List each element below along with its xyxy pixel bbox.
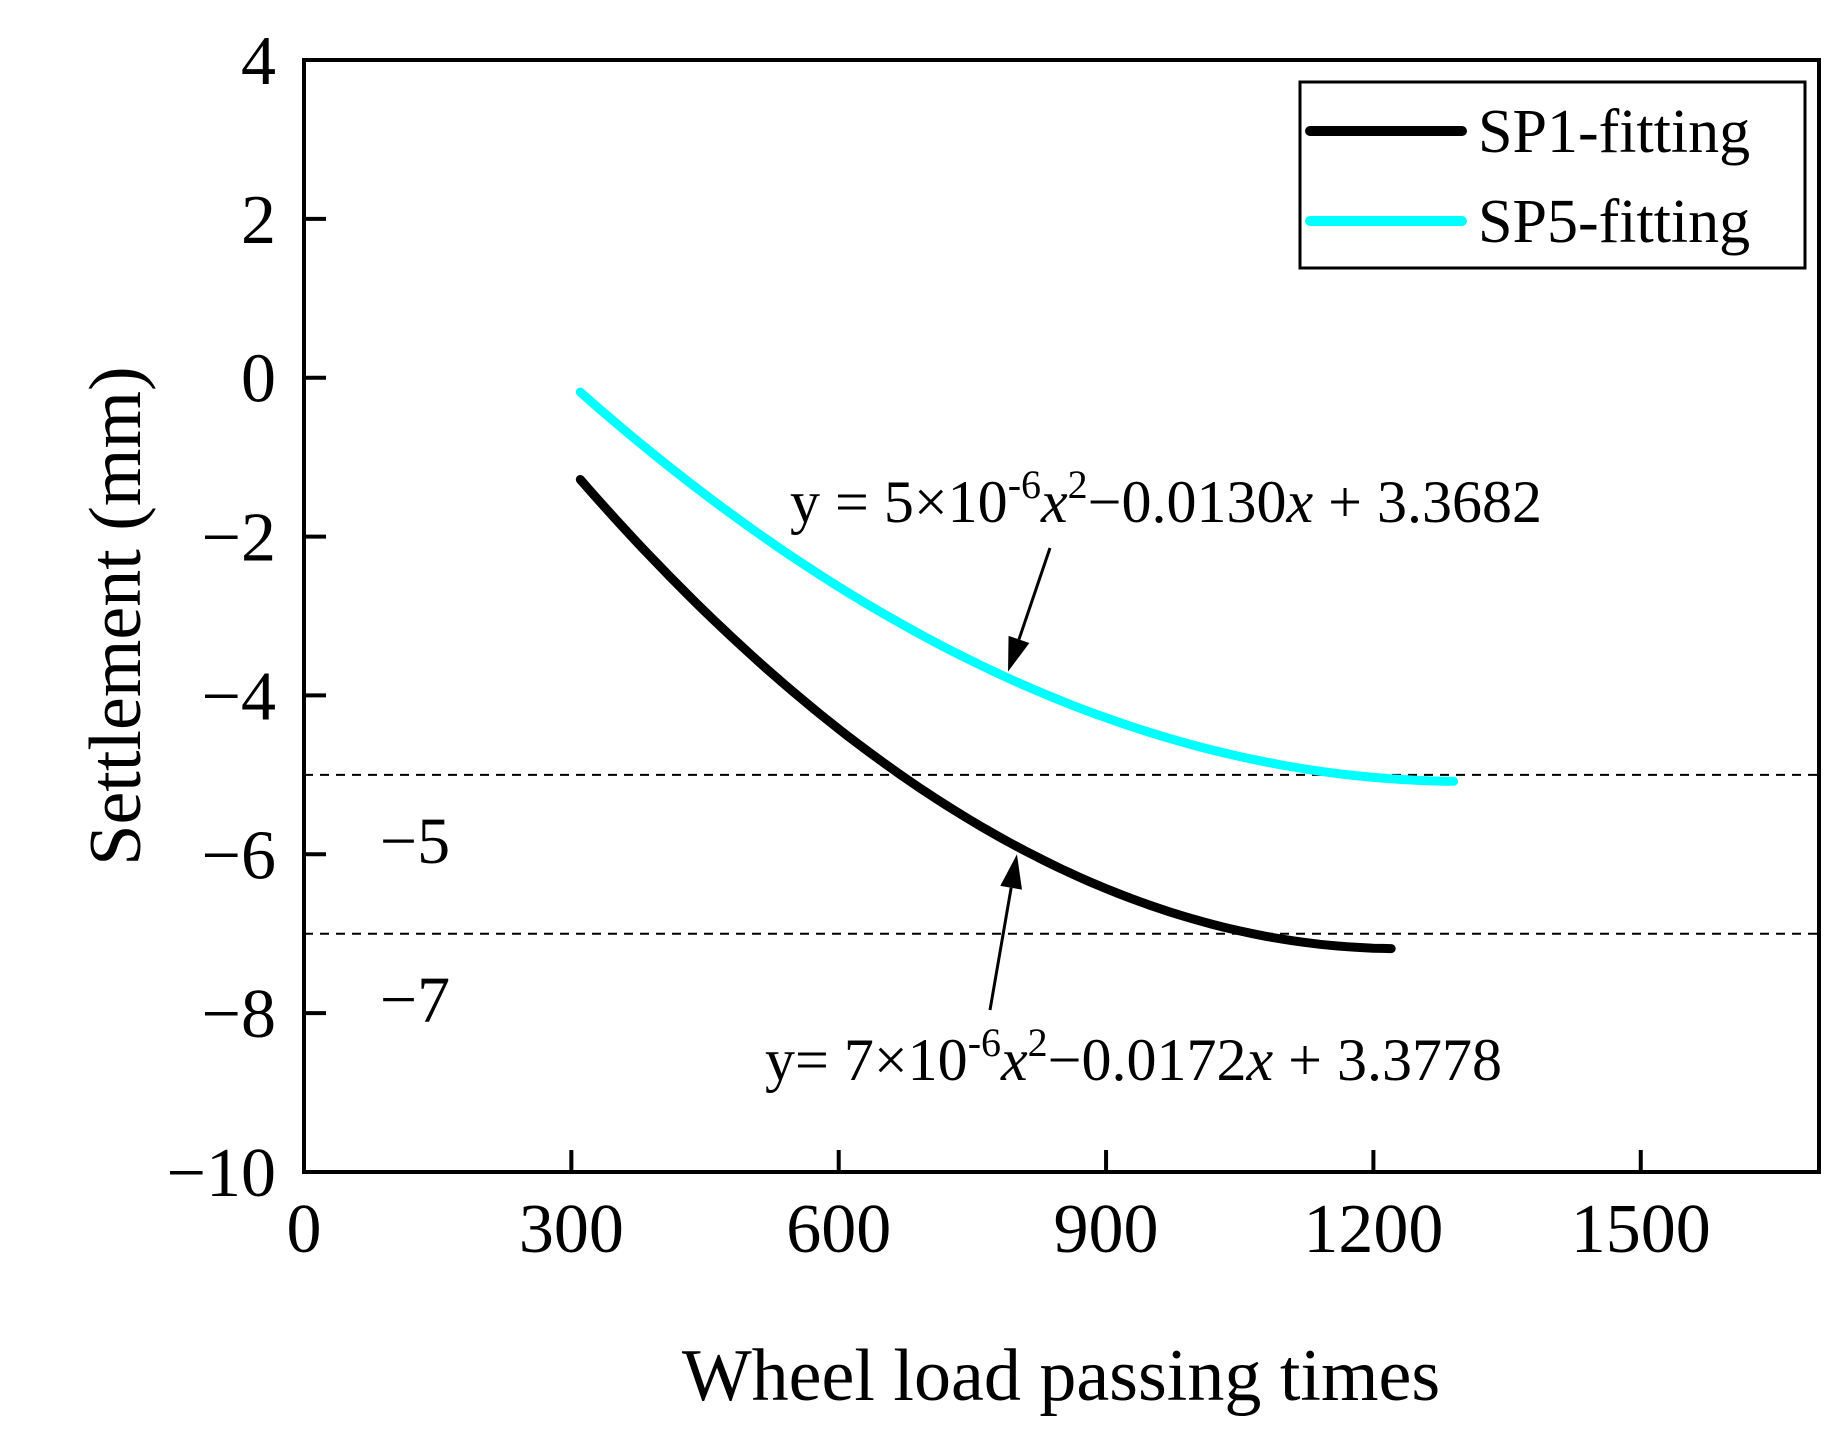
x-tick-label: 600	[786, 1191, 891, 1268]
equation-part: x	[1040, 469, 1068, 535]
equation-part: y= 7×10	[765, 1027, 968, 1093]
reference-lines: −5 −7	[304, 773, 1819, 1037]
y-tick-label: 4	[241, 23, 276, 100]
plot-frame	[302, 58, 1821, 1174]
x-tick-label: 300	[519, 1191, 624, 1268]
equation-part: x	[1000, 1027, 1028, 1093]
equation-part: y = 5×10	[790, 469, 1008, 535]
series-line-sp1-fitting	[575, 475, 1396, 954]
reference-line-label: −5	[380, 805, 450, 878]
annotation-arrow-shaft	[988, 887, 1013, 1011]
y-tick-label: 2	[241, 182, 276, 259]
y-tick-label: −4	[202, 658, 276, 735]
equation-part: −0.0172	[1048, 1027, 1247, 1093]
equation-part: 2	[1028, 1020, 1048, 1065]
x-axis-title: Wheel load passing times	[682, 1335, 1440, 1417]
y-tick-label: −6	[202, 817, 276, 894]
equation-part: -6	[1008, 462, 1041, 507]
y-tick-label: 0	[241, 341, 276, 418]
legend-label: SP5-fitting	[1478, 188, 1750, 256]
annotation-arrow-shaft	[1017, 547, 1052, 640]
x-tick-label: 1200	[1303, 1191, 1443, 1268]
legend-box	[1298, 80, 1807, 270]
equation-part: x	[1286, 469, 1314, 535]
x-axis-ticks: 0 300 600 900 1200 1500	[287, 1150, 1711, 1268]
y-tick-label: −8	[202, 976, 276, 1053]
y-tick-label: −2	[202, 500, 276, 577]
series-layer	[575, 387, 1459, 954]
series-line-sp5-fitting	[575, 387, 1459, 786]
equation-part: -6	[968, 1020, 1001, 1065]
equation-part: + 3.3682	[1313, 469, 1542, 535]
equation-label-sp5-fitting: y = 5×10-6x2−0.0130x + 3.3682	[790, 462, 1542, 535]
equation-part: 2	[1068, 462, 1088, 507]
annotation-arrow-head	[1008, 635, 1030, 672]
equation-part: x	[1246, 1027, 1274, 1093]
y-axis-title: Settlement (mm)	[75, 366, 157, 865]
equation-part: + 3.3778	[1273, 1027, 1502, 1093]
annotation-arrow-head	[1000, 854, 1022, 890]
x-tick-label: 0	[287, 1191, 322, 1268]
equation-part: −0.0130	[1088, 469, 1287, 535]
equation-label-sp1-fitting: y= 7×10-6x2−0.0172x + 3.3778	[765, 1020, 1502, 1093]
x-tick-label: 1500	[1571, 1191, 1711, 1268]
x-tick-label: 900	[1054, 1191, 1159, 1268]
legend: SP1-fitting SP5-fitting	[1298, 80, 1807, 270]
reference-line-label: −7	[380, 964, 450, 1037]
y-axis-ticks: 4 2 0 −2 −4 −6 −8 −10	[167, 23, 326, 1212]
legend-label: SP1-fitting	[1478, 98, 1750, 166]
y-tick-label: −10	[167, 1135, 276, 1212]
